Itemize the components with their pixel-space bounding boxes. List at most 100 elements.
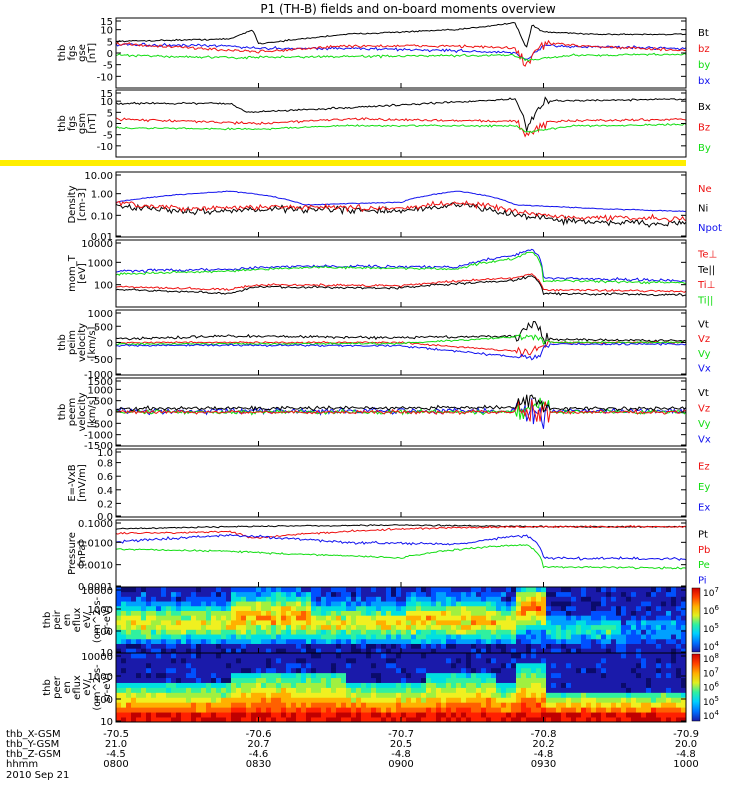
spectrogram-cell xyxy=(656,610,662,616)
spectrogram-cell xyxy=(351,677,357,683)
spectrogram-cell xyxy=(201,587,207,593)
spectrogram-cell xyxy=(291,662,297,669)
spectrogram-cell xyxy=(211,702,217,708)
spectrogram-cell xyxy=(506,615,512,621)
spectrogram-cell xyxy=(486,620,492,626)
spectrogram-cell xyxy=(301,682,307,688)
spectrogram-cell xyxy=(601,667,607,674)
spectrogram-cell xyxy=(226,717,232,723)
spectrogram-cell xyxy=(376,682,382,688)
spectrogram-cell xyxy=(391,620,397,626)
spectrogram-cell xyxy=(521,682,527,688)
y-tick-label: 1000 xyxy=(88,258,113,269)
spectrogram-cell xyxy=(616,717,622,723)
spectrogram-cell xyxy=(376,657,382,664)
spectrogram-cell xyxy=(201,702,207,708)
spectrogram-cell xyxy=(176,587,182,593)
spectrogram-cell xyxy=(621,677,627,683)
spectrogram-cell xyxy=(541,702,547,708)
spectrogram-cell xyxy=(151,667,157,674)
spectrogram-cell xyxy=(456,601,462,607)
legend-entry: Te|| xyxy=(697,265,715,276)
spectrogram-cell xyxy=(336,687,342,693)
spectrogram-cell xyxy=(521,672,527,679)
spectrogram-cell xyxy=(306,615,312,621)
spectrogram-cell xyxy=(441,697,447,703)
spectrogram-cell xyxy=(401,620,407,626)
spectrogram-cell xyxy=(391,643,397,649)
spectrogram-cell xyxy=(271,687,277,693)
spectrogram-cell xyxy=(501,687,507,693)
spectrogram-cell xyxy=(246,682,252,688)
spectrogram-cell xyxy=(416,692,422,698)
spectrogram-cell xyxy=(146,624,152,630)
spectrogram-cell xyxy=(441,605,447,611)
spectrogram-cell xyxy=(456,692,462,698)
y-axis-label: Density [cm-3] xyxy=(67,185,88,223)
spectrogram-cell xyxy=(291,702,297,708)
spectrogram-cell xyxy=(221,677,227,683)
spectrogram-cell xyxy=(506,692,512,698)
spectrogram-cell xyxy=(171,687,177,693)
spectrogram-cell xyxy=(646,620,652,626)
spectrogram-cell xyxy=(511,697,517,703)
spectrogram-cell xyxy=(116,601,122,607)
spectrogram-cell xyxy=(456,605,462,611)
spectrogram-cell xyxy=(436,601,442,607)
spectrogram-cell xyxy=(186,624,192,630)
spectrogram-cell xyxy=(166,601,172,607)
spectrogram-cell xyxy=(521,657,527,664)
spectrogram-cell xyxy=(516,717,522,723)
spectrogram-cell xyxy=(596,610,602,616)
y-tick-label: 100 xyxy=(94,627,113,638)
spectrogram-cell xyxy=(286,615,292,621)
spectrogram-cell xyxy=(436,707,442,713)
spectrogram-cell xyxy=(301,707,307,713)
spectrogram-cell xyxy=(121,591,127,597)
spectrogram-cell xyxy=(231,624,237,630)
spectrogram-cell xyxy=(426,601,432,607)
spectrogram-cell xyxy=(416,643,422,649)
spectrogram-cell xyxy=(661,653,667,659)
spectrogram-cell xyxy=(221,615,227,621)
spectrogram-cell xyxy=(386,677,392,683)
spectrogram-cell xyxy=(466,717,472,723)
spectrogram-cell xyxy=(456,702,462,708)
spectrogram-cell xyxy=(281,672,287,679)
spectrogram-cell xyxy=(466,638,472,644)
spectrogram-cell xyxy=(411,629,417,635)
spectrogram-cell xyxy=(461,596,467,602)
spectrogram-cell xyxy=(631,702,637,708)
spectrogram-cell xyxy=(226,707,232,713)
spectrogram-cell xyxy=(506,610,512,616)
spectrogram-cell xyxy=(606,605,612,611)
spectrogram-cell xyxy=(161,677,167,683)
spectrogram-cell xyxy=(356,587,362,593)
spectrogram-cell xyxy=(146,653,152,659)
spectrogram-cell xyxy=(461,634,467,640)
spectrogram-cell xyxy=(261,601,267,607)
spectrogram-cell xyxy=(121,702,127,708)
spectrogram-cell xyxy=(316,677,322,683)
spectrogram-cell xyxy=(591,643,597,649)
spectrogram-cell xyxy=(121,624,127,630)
spectrogram-cell xyxy=(471,657,477,664)
spectrogram-cell xyxy=(356,682,362,688)
spectrogram-cell xyxy=(196,605,202,611)
spectrogram-cell xyxy=(146,687,152,693)
spectrogram-cell xyxy=(281,624,287,630)
spectrogram-cell xyxy=(256,653,262,659)
spectrogram-cell xyxy=(396,697,402,703)
spectrogram-cell xyxy=(166,662,172,669)
spectrogram-cell xyxy=(646,677,652,683)
spectrogram-cell xyxy=(371,662,377,669)
spectrogram-cell xyxy=(231,634,237,640)
spectrogram-cell xyxy=(516,657,522,664)
spectrogram-cell xyxy=(466,692,472,698)
spectrogram-cell xyxy=(501,587,507,593)
spectrogram-cell xyxy=(171,634,177,640)
spectrogram-cell xyxy=(586,702,592,708)
spectrogram-cell xyxy=(236,677,242,683)
spectrogram-cell xyxy=(561,605,567,611)
spectrogram-cell xyxy=(501,610,507,616)
